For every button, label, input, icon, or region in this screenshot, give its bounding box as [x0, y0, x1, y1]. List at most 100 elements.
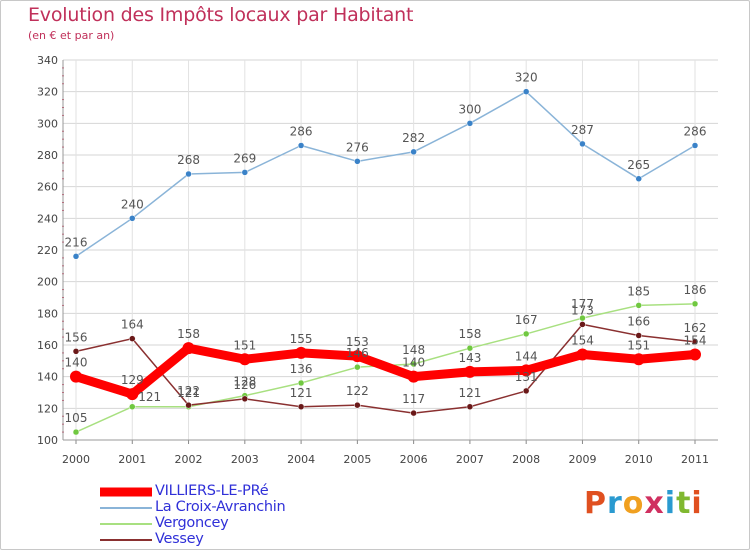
series-point-3	[635, 332, 642, 339]
legend-item: Vessey	[100, 531, 360, 548]
x-tick-label: 2007	[456, 453, 484, 466]
data-label: 140	[65, 356, 88, 370]
data-label: 158	[458, 327, 481, 341]
legend-label: Vessey	[155, 531, 204, 547]
data-label: 158	[177, 327, 200, 341]
data-label: 131	[515, 370, 538, 384]
data-label: 129	[121, 373, 144, 387]
x-tick-label: 2010	[625, 453, 653, 466]
legend-swatch	[100, 539, 152, 541]
data-label: 144	[515, 349, 538, 363]
x-tick-label: 2006	[400, 453, 428, 466]
legend-label: La Croix-Avranchin	[155, 499, 286, 515]
data-label: 121	[177, 386, 200, 400]
series-point-1	[466, 120, 474, 127]
series-point-0	[689, 348, 701, 361]
chart-title: Evolution des Impôts locaux par Habitant	[28, 4, 414, 26]
data-label: 148	[402, 343, 425, 357]
series-point-2	[635, 302, 642, 309]
series-point-2	[579, 314, 586, 322]
x-tick-label: 2002	[175, 453, 203, 466]
series-point-3	[354, 401, 361, 409]
series-point-0	[407, 370, 420, 383]
y-tick-label: 340	[37, 54, 58, 67]
data-label: 126	[233, 378, 256, 392]
y-tick-label: 260	[37, 181, 58, 194]
logo-letter: x	[644, 486, 665, 521]
series-point-2	[297, 379, 305, 387]
data-label: 300	[458, 102, 481, 116]
series-point-2	[354, 363, 361, 371]
legend: VILLIERS-LE-PRé La Croix-Avranchin Vergonc…	[100, 483, 360, 548]
series-point-0	[238, 353, 251, 366]
series-point-2	[72, 428, 80, 436]
series-line-1	[75, 90, 696, 258]
logo-letter: i	[664, 486, 677, 521]
data-label: 276	[346, 140, 369, 154]
data-label: 185	[627, 284, 650, 298]
series-point-3	[185, 401, 192, 409]
data-label: 166	[627, 315, 650, 329]
series-line-0	[71, 343, 700, 399]
logo-letter: t	[676, 486, 692, 521]
data-label: 286	[290, 125, 313, 139]
data-label: 177	[571, 297, 594, 311]
series-point-3	[72, 348, 80, 355]
y-tick-label: 220	[37, 244, 58, 257]
series-point-3	[297, 403, 305, 410]
data-label: 153	[346, 335, 369, 349]
data-label: 265	[627, 158, 650, 172]
legend-item: La Croix-Avranchin	[100, 499, 360, 516]
data-label: 121	[458, 386, 481, 400]
series-point-1	[72, 253, 80, 260]
series-point-3	[241, 395, 249, 403]
legend-label: VILLIERS-LE-PRé	[155, 483, 269, 499]
logo-letter: i	[691, 486, 703, 521]
legend-item: Vergoncey	[100, 515, 360, 532]
x-tick-label: 2004	[287, 453, 315, 466]
data-label: 154	[684, 334, 707, 348]
logo-letter: o	[622, 486, 645, 521]
data-label: 154	[571, 334, 594, 348]
legend-swatch	[100, 523, 152, 525]
series-point-3	[466, 403, 474, 410]
series-point-0	[295, 346, 308, 359]
data-label: 140	[402, 356, 425, 370]
series-point-0	[463, 365, 476, 378]
series-point-1	[410, 148, 417, 156]
logo-letter: P	[584, 486, 607, 521]
series-point-1	[241, 169, 249, 176]
series-point-3	[129, 335, 136, 342]
series-point-0	[520, 364, 533, 377]
y-tick-label: 300	[37, 117, 58, 130]
y-tick-label: 100	[37, 434, 58, 447]
data-label: 128	[233, 375, 256, 389]
x-tick-label: 2008	[512, 453, 540, 466]
series-point-0	[632, 353, 645, 366]
x-tick-label: 2011	[681, 453, 709, 466]
x-tick-label: 2000	[62, 453, 90, 466]
series-point-3	[410, 409, 417, 417]
series-point-0	[70, 370, 82, 383]
data-label: 117	[402, 392, 425, 406]
series-point-0	[351, 350, 364, 363]
logo-letter: r	[607, 486, 623, 521]
data-label: 156	[65, 330, 88, 344]
y-tick-label: 120	[37, 402, 58, 415]
data-label: 167	[515, 313, 538, 327]
y-tick-label: 240	[37, 212, 58, 225]
series-point-3	[691, 338, 699, 346]
data-label: 282	[402, 131, 425, 145]
chart-subtitle: (en € et par an)	[28, 29, 115, 42]
series-point-1	[129, 215, 136, 222]
data-label: 320	[515, 71, 538, 85]
y-tick-label: 140	[37, 371, 58, 384]
data-label: 146	[346, 346, 369, 360]
series-point-2	[466, 344, 474, 352]
data-label: 122	[346, 384, 369, 398]
series-point-0	[182, 342, 195, 355]
data-label: 155	[290, 332, 313, 346]
legend-swatch	[100, 507, 152, 509]
series-point-2	[129, 403, 136, 410]
data-label: 287	[571, 123, 594, 137]
